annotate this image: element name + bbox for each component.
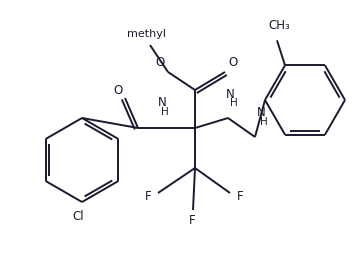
Text: F: F [189,214,195,227]
Text: F: F [237,190,243,203]
Text: Cl: Cl [72,210,84,223]
Text: N: N [226,88,234,102]
Text: H: H [230,98,238,108]
Text: methyl: methyl [127,29,167,39]
Text: O: O [229,56,237,70]
Text: O: O [155,56,164,70]
Text: O: O [113,84,122,97]
Text: CH₃: CH₃ [268,19,290,32]
Text: N: N [158,97,166,109]
Text: N: N [257,106,265,119]
Text: H: H [161,107,169,117]
Text: H: H [260,117,268,127]
Text: F: F [145,190,151,203]
